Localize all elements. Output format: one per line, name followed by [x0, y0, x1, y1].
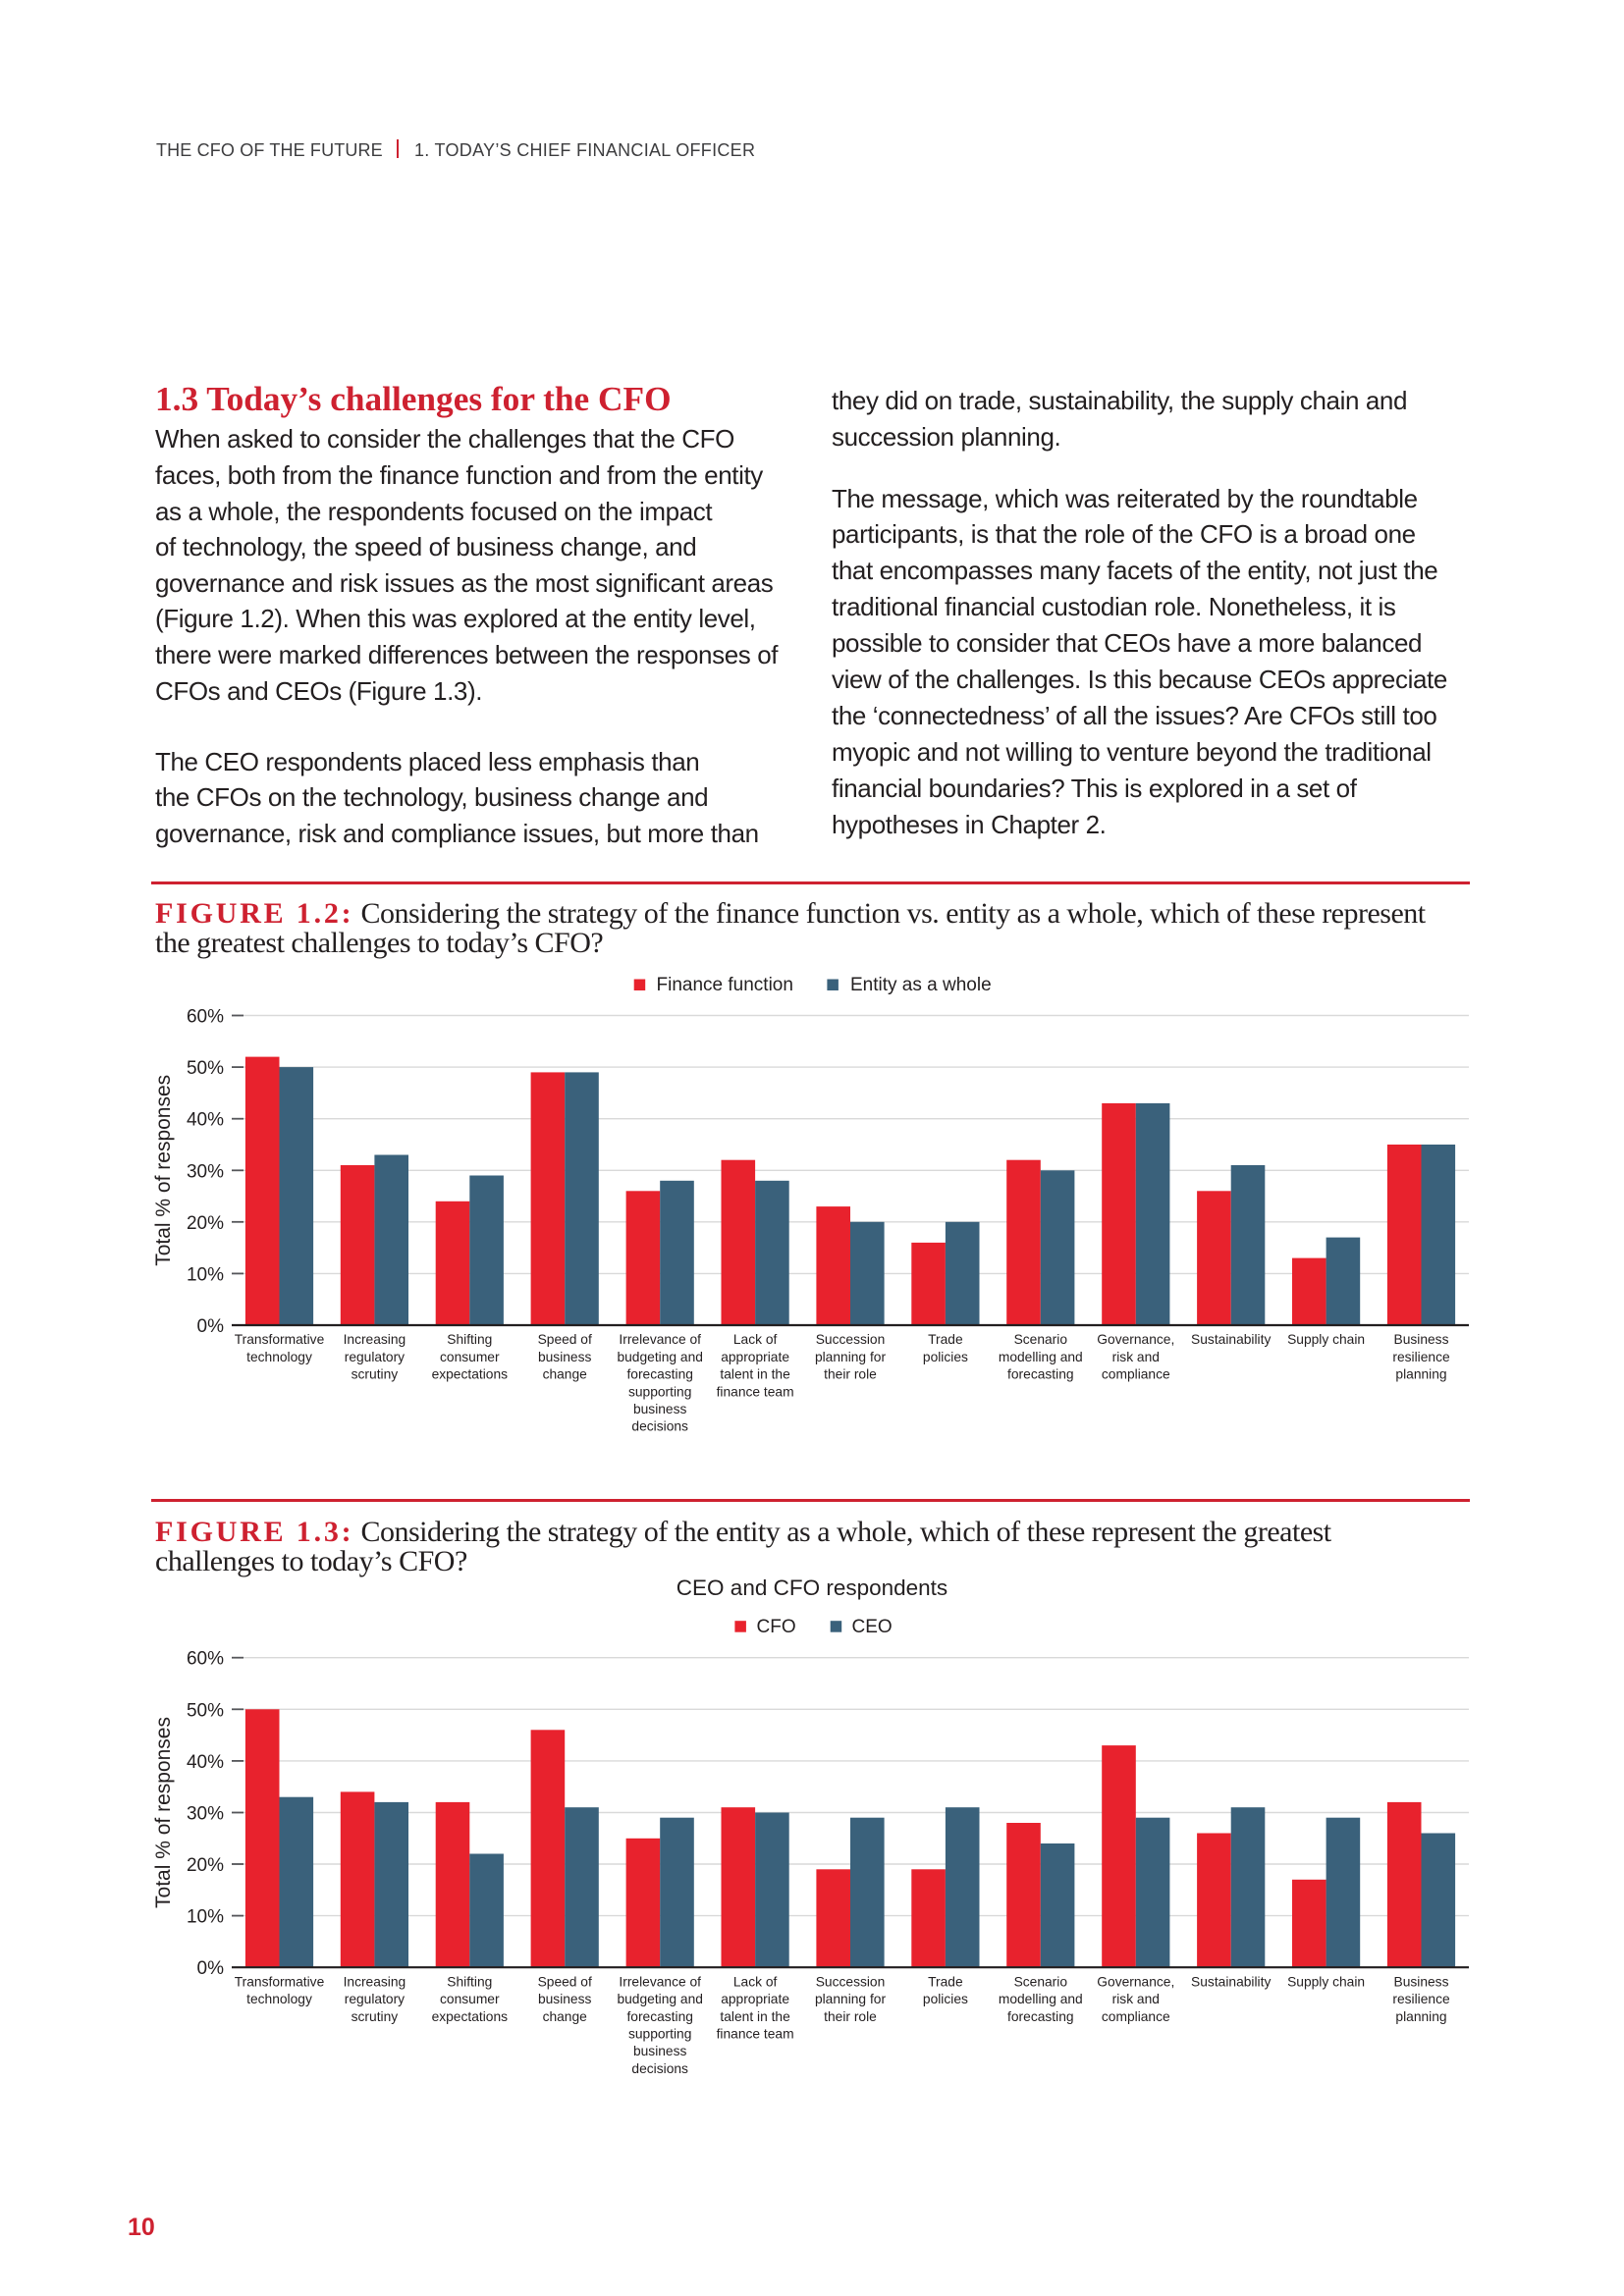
- svg-text:Governance,: Governance,: [1097, 1974, 1174, 1989]
- svg-text:their role: their role: [824, 2009, 877, 2024]
- svg-text:Lack of: Lack of: [733, 1974, 778, 1989]
- svg-text:decisions: decisions: [631, 2061, 688, 2076]
- svg-text:resilience: resilience: [1392, 1350, 1450, 1364]
- svg-text:Irrelevance of: Irrelevance of: [619, 1332, 701, 1347]
- svg-text:Total % of responses: Total % of responses: [152, 1075, 175, 1266]
- svg-text:budgeting and: budgeting and: [617, 1350, 702, 1364]
- svg-text:CFO: CFO: [757, 1617, 796, 1637]
- svg-text:compliance: compliance: [1102, 1367, 1170, 1382]
- svg-text:Entity as a whole: Entity as a whole: [850, 975, 992, 995]
- svg-text:business: business: [538, 1992, 592, 2006]
- svg-text:30%: 30%: [187, 1161, 224, 1182]
- svg-text:Supply chain: Supply chain: [1287, 1332, 1365, 1347]
- svg-text:modelling and: modelling and: [999, 1992, 1083, 2006]
- svg-text:planning for: planning for: [815, 1992, 887, 2006]
- svg-text:30%: 30%: [187, 1804, 224, 1825]
- svg-text:supporting: supporting: [628, 1384, 691, 1399]
- svg-text:40%: 40%: [187, 1110, 224, 1131]
- svg-text:consumer: consumer: [440, 1992, 500, 2006]
- svg-text:20%: 20%: [187, 1213, 224, 1234]
- svg-text:technology: technology: [246, 1350, 312, 1364]
- svg-text:10%: 10%: [187, 1907, 224, 1928]
- svg-text:50%: 50%: [187, 1700, 224, 1721]
- svg-text:talent in the: talent in the: [720, 2009, 790, 2024]
- svg-text:CEO and CFO respondents: CEO and CFO respondents: [677, 1575, 947, 1600]
- svg-text:Irrelevance of: Irrelevance of: [619, 1974, 701, 1989]
- svg-text:regulatory: regulatory: [345, 1992, 405, 2006]
- svg-text:supporting: supporting: [628, 2027, 691, 2042]
- svg-text:forecasting: forecasting: [1007, 2009, 1074, 2024]
- svg-text:Business: Business: [1394, 1332, 1449, 1347]
- svg-text:planning: planning: [1395, 2009, 1446, 2024]
- svg-text:planning for: planning for: [815, 1350, 887, 1364]
- svg-text:Increasing: Increasing: [344, 1332, 406, 1347]
- svg-text:modelling and: modelling and: [999, 1350, 1083, 1364]
- svg-text:scrutiny: scrutiny: [352, 1367, 399, 1382]
- svg-text:compliance: compliance: [1102, 2009, 1170, 2024]
- svg-text:business: business: [633, 1402, 687, 1416]
- svg-text:risk and: risk and: [1112, 1350, 1160, 1364]
- svg-text:expectations: expectations: [432, 1367, 509, 1382]
- svg-text:0%: 0%: [197, 1958, 225, 1979]
- svg-text:finance team: finance team: [717, 1384, 794, 1399]
- svg-text:technology: technology: [246, 1992, 312, 2006]
- svg-text:Supply chain: Supply chain: [1287, 1974, 1365, 1989]
- svg-text:Transformative: Transformative: [235, 1974, 325, 1989]
- svg-text:CEO: CEO: [852, 1617, 893, 1637]
- svg-text:risk and: risk and: [1112, 1992, 1160, 2006]
- svg-text:Total % of responses: Total % of responses: [152, 1717, 175, 1908]
- svg-text:Governance,: Governance,: [1097, 1332, 1174, 1347]
- svg-text:talent in the: talent in the: [720, 1367, 790, 1382]
- svg-text:decisions: decisions: [631, 1419, 688, 1434]
- svg-text:their role: their role: [824, 1367, 877, 1382]
- svg-text:Succession: Succession: [816, 1332, 886, 1347]
- svg-text:10%: 10%: [187, 1264, 224, 1285]
- svg-text:policies: policies: [923, 1350, 968, 1364]
- svg-text:forecasting: forecasting: [626, 1367, 693, 1382]
- svg-text:appropriate: appropriate: [721, 1350, 789, 1364]
- svg-text:Shifting: Shifting: [447, 1974, 492, 1989]
- svg-text:change: change: [543, 1367, 588, 1382]
- svg-text:Business: Business: [1394, 1974, 1449, 1989]
- svg-text:resilience: resilience: [1392, 1992, 1450, 2006]
- svg-text:Scenario: Scenario: [1014, 1332, 1068, 1347]
- svg-text:60%: 60%: [187, 1007, 224, 1028]
- svg-text:Sustainability: Sustainability: [1191, 1332, 1271, 1347]
- svg-text:Scenario: Scenario: [1014, 1974, 1068, 1989]
- svg-text:planning: planning: [1395, 1367, 1446, 1382]
- svg-text:change: change: [543, 2009, 588, 2024]
- svg-text:Trade: Trade: [928, 1332, 963, 1347]
- svg-text:expectations: expectations: [432, 2009, 509, 2024]
- svg-text:0%: 0%: [197, 1316, 225, 1337]
- svg-text:40%: 40%: [187, 1752, 224, 1773]
- svg-text:Sustainability: Sustainability: [1191, 1974, 1271, 1989]
- svg-text:Increasing: Increasing: [344, 1974, 406, 1989]
- svg-text:Shifting: Shifting: [447, 1332, 492, 1347]
- svg-text:budgeting and: budgeting and: [617, 1992, 702, 2006]
- svg-text:Transformative: Transformative: [235, 1332, 325, 1347]
- svg-text:Trade: Trade: [928, 1974, 963, 1989]
- svg-text:50%: 50%: [187, 1058, 224, 1079]
- svg-text:20%: 20%: [187, 1855, 224, 1876]
- svg-text:Succession: Succession: [816, 1974, 886, 1989]
- svg-text:Speed of: Speed of: [538, 1974, 592, 1989]
- svg-text:forecasting: forecasting: [1007, 1367, 1074, 1382]
- svg-text:60%: 60%: [187, 1649, 224, 1670]
- svg-text:consumer: consumer: [440, 1350, 500, 1364]
- svg-text:scrutiny: scrutiny: [352, 2009, 399, 2024]
- svg-text:finance team: finance team: [717, 2027, 794, 2042]
- svg-text:regulatory: regulatory: [345, 1350, 405, 1364]
- svg-text:policies: policies: [923, 1992, 968, 2006]
- svg-text:Lack of: Lack of: [733, 1332, 778, 1347]
- svg-text:forecasting: forecasting: [626, 2009, 693, 2024]
- svg-text:Speed of: Speed of: [538, 1332, 592, 1347]
- svg-text:business: business: [538, 1350, 592, 1364]
- svg-text:appropriate: appropriate: [721, 1992, 789, 2006]
- svg-text:Finance function: Finance function: [657, 975, 793, 995]
- svg-text:business: business: [633, 2044, 687, 2058]
